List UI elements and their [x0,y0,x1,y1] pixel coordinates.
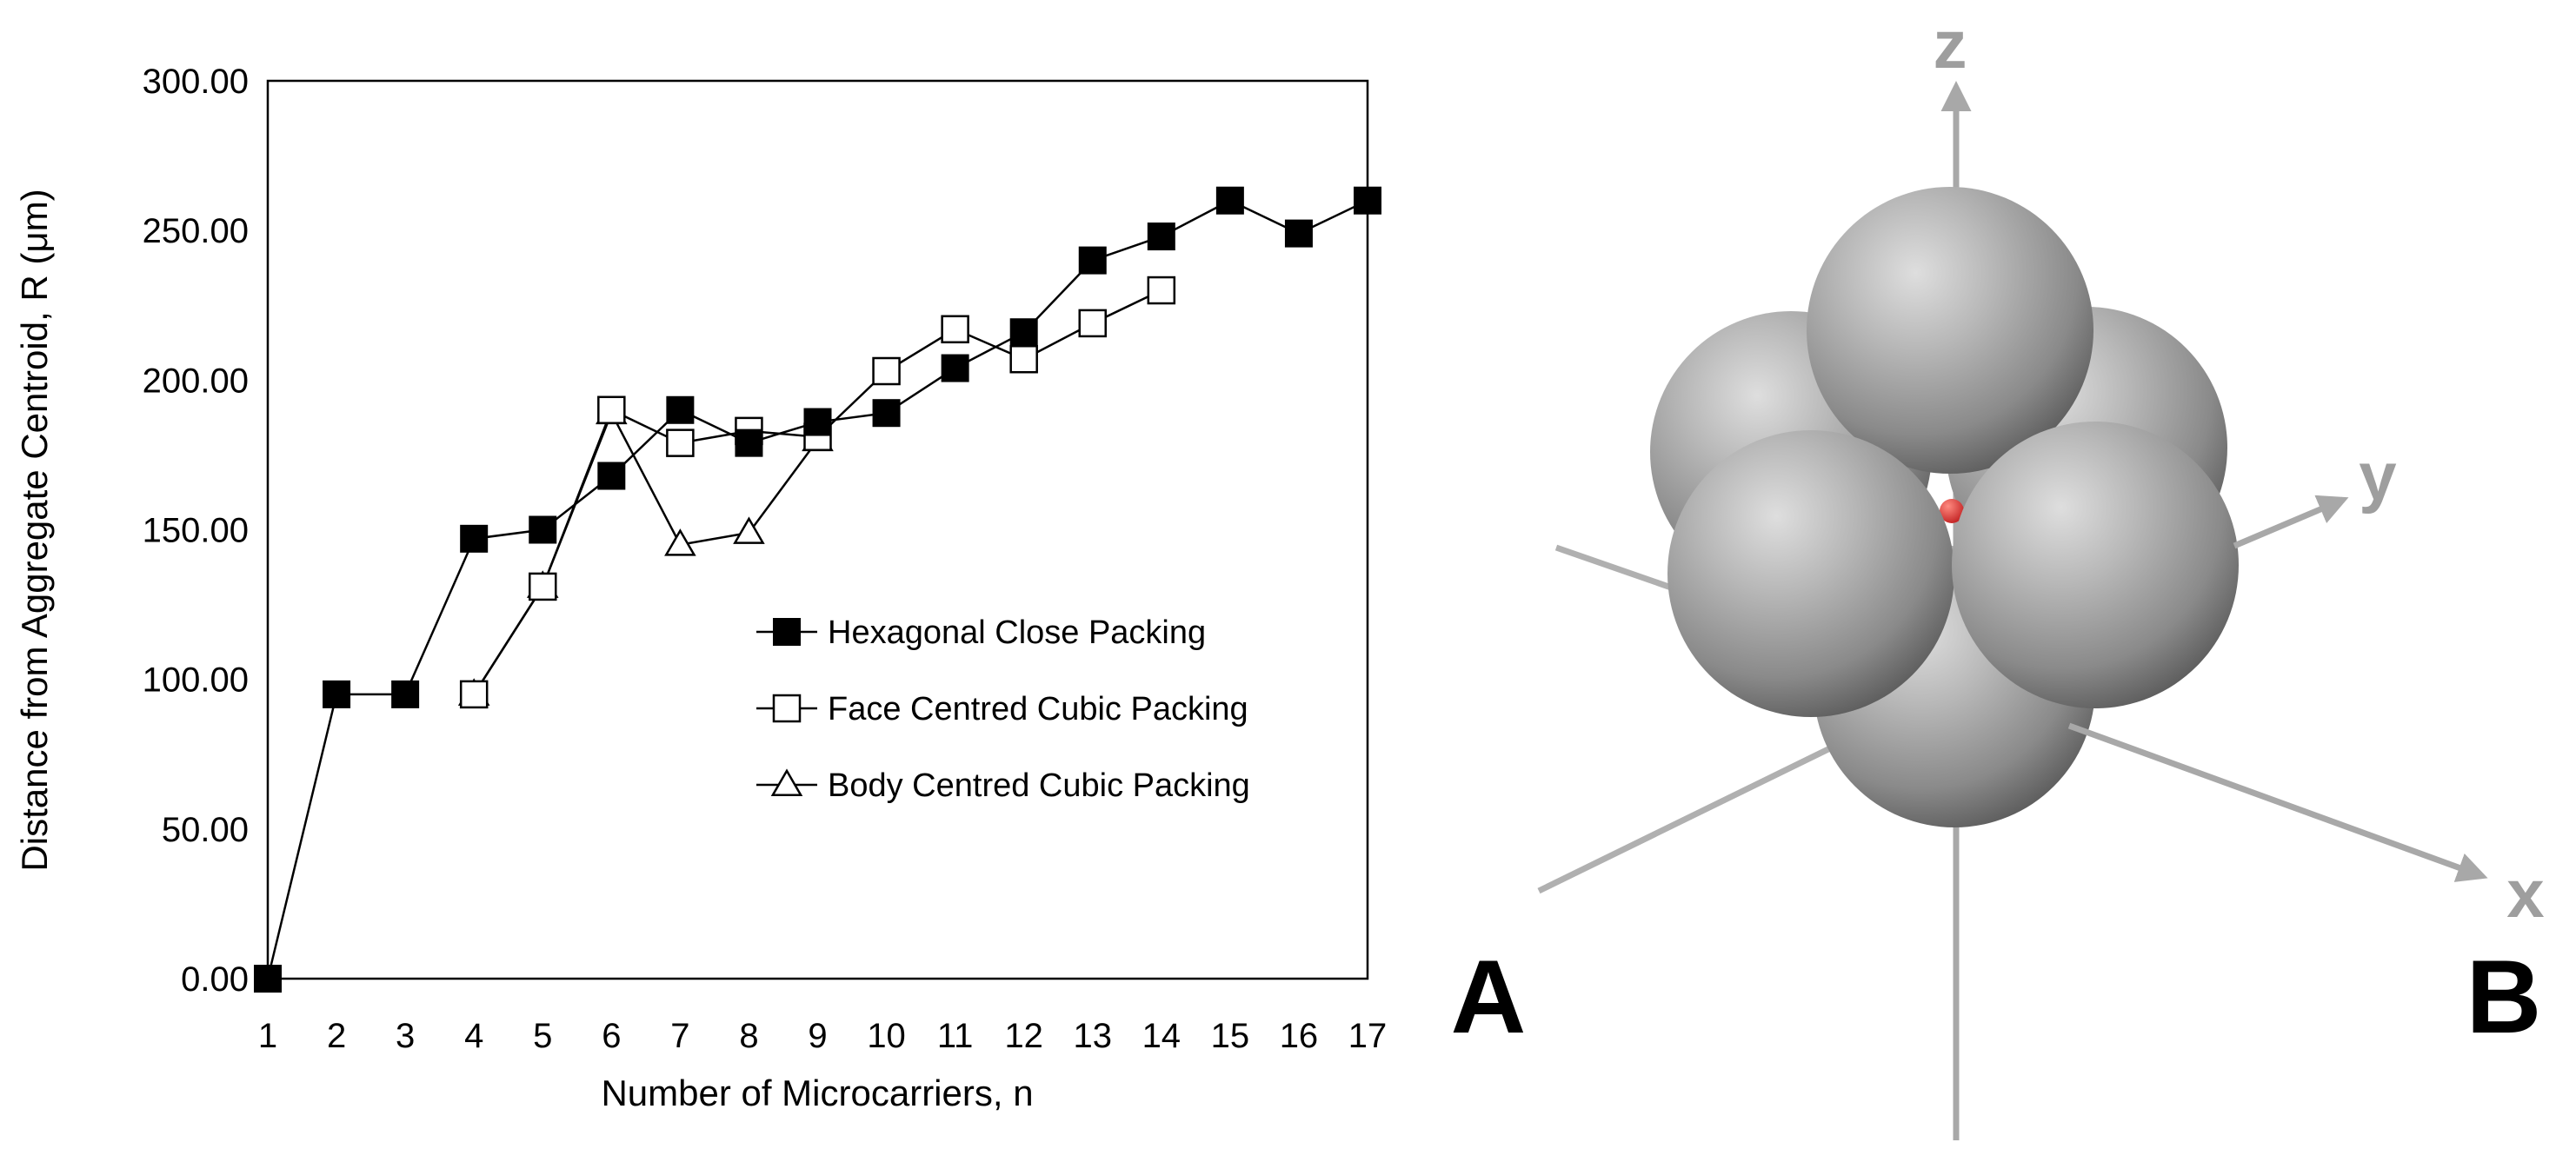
data-point [941,315,969,344]
sphere-packing-diagram: z y x [1537,6,2545,1140]
x-tick-label: 11 [937,1017,974,1055]
data-point [459,680,489,709]
x-tick-label: 15 [1211,1017,1250,1055]
x-tick-label: 17 [1348,1017,1388,1055]
x-tick-label: 6 [602,1017,621,1055]
y-tick-label: 50.00 [162,811,249,849]
legend-swatch-marker [770,768,803,796]
data-point [803,408,832,436]
data-point [1078,309,1107,338]
data-point [664,528,696,556]
legend-label: Body Centred Cubic Packing [828,767,1250,804]
data-point [1147,223,1175,251]
data-point [666,395,695,424]
data-point [597,462,626,490]
series-lines [266,199,1368,980]
data-point [872,399,901,428]
panel-label-b: B [2466,939,2542,1055]
sphere-top [1807,187,2093,474]
data-point [735,428,763,457]
series-markers [254,186,1381,993]
series-line-0 [266,199,1368,980]
data-point [1009,344,1038,374]
data-point [460,524,489,553]
data-point [733,516,765,544]
y-tick-label: 200.00 [143,362,249,400]
y-axis-line [2233,495,2349,549]
data-point [597,395,626,425]
data-point [1354,186,1381,215]
y-tick-label: 150.00 [143,512,249,550]
x-tick-label: 7 [670,1017,689,1055]
sphere-front-left [1667,430,1954,717]
series-line-2 [473,410,819,695]
x-tick-label: 2 [327,1017,346,1055]
line-chart: 0.0050.00100.00150.00200.00250.00300.00 … [14,63,1387,1113]
legend: Hexagonal Close Packing Face Centred Cubi… [756,614,1250,804]
x-tick-label: 12 [1004,1017,1043,1055]
legend-swatch-marker [772,694,802,723]
legend-label: Face Centred Cubic Packing [828,691,1248,727]
x-tick-label: 10 [867,1017,906,1055]
plot-frame [266,79,1369,980]
data-point [254,965,282,993]
y-axis-title: Distance from Aggregate Centroid, R (μm) [14,189,55,871]
x-tick-label: 8 [739,1017,758,1055]
sphere-front-right [1952,422,2239,708]
x-axis-ticks: 1 2 3 4 5 6 7 8 9 10 11 12 13 14 15 16 17 [258,1017,1387,1055]
data-point [1147,276,1176,305]
legend-label: Hexagonal Close Packing [828,614,1206,651]
x-tick-label: 1 [258,1017,277,1055]
centroid-dot [1940,499,1964,523]
y-tick-label: 100.00 [143,661,249,700]
data-point [391,680,420,708]
data-point [666,428,695,457]
y-tick-label: 300.00 [143,63,249,101]
x-tick-label: 5 [533,1017,552,1055]
panel-label-a: A [1451,939,1527,1055]
x-axis-line [2067,722,2488,882]
x-tick-label: 3 [396,1017,415,1055]
x-tick-label: 9 [808,1017,827,1055]
y-axis-label: y [2359,438,2396,515]
y-axis-ticks: 0.00 50.00 100.00 150.00 200.00 250.00 300.00 [143,63,249,999]
data-point [529,572,557,601]
legend-swatch-marker [773,618,801,646]
y-tick-label: 0.00 [181,960,249,999]
data-point [1009,318,1038,347]
x-tick-label: 13 [1074,1017,1113,1055]
data-point [872,356,901,386]
x-tick-label: 16 [1280,1017,1319,1055]
z-axis-label: z [1934,6,1967,83]
data-point [323,680,351,708]
y-tick-label: 250.00 [143,212,249,250]
data-point [1215,186,1244,215]
data-point [1284,219,1313,248]
x-tick-label: 4 [464,1017,483,1055]
data-point [1078,246,1107,275]
x-tick-label: 14 [1142,1017,1181,1055]
data-point [529,515,557,544]
x-axis-label: x [2506,855,2544,932]
data-point [941,354,969,382]
x-axis-title: Number of Microcarriers, n [601,1073,1033,1113]
